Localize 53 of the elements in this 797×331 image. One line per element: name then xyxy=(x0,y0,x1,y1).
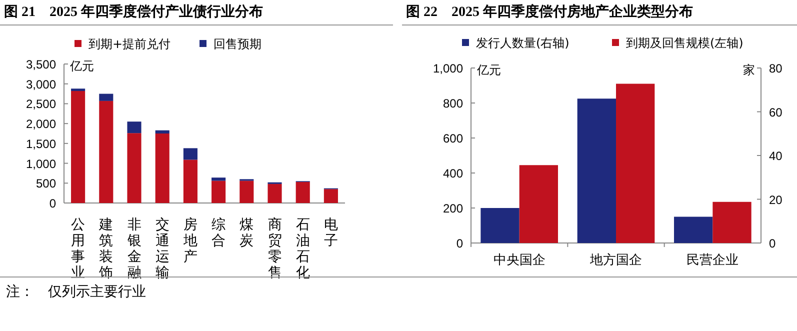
bar xyxy=(127,122,142,134)
y-tick-label: 2,000 xyxy=(26,117,56,132)
x-tick-label: 地方国企 xyxy=(589,252,642,268)
x-tick-label: 煤炭 xyxy=(240,217,254,249)
y-tick-label: 0 xyxy=(456,236,464,250)
legend-label: 到期+提前兑付 xyxy=(88,37,171,51)
y-tick-label: 400 xyxy=(442,166,464,180)
x-tick-label: 综合 xyxy=(212,217,226,249)
legend-label: 发行人数量(右轴) xyxy=(476,36,570,50)
text: 注： 仅列示主要行业 xyxy=(6,284,146,300)
y-tick-label: 200 xyxy=(442,202,464,216)
y2-tick-label: 20 xyxy=(769,192,783,207)
bar xyxy=(127,133,142,203)
bar xyxy=(183,160,198,203)
y-tick-label: 600 xyxy=(442,132,464,146)
chart-title: 图 22 2025 年四季度偿付房地产企业类型分布 xyxy=(406,3,693,20)
y2-tick-label: 0 xyxy=(769,236,776,250)
bar xyxy=(212,180,226,203)
legend-label: 到期及回售规模(左轴) xyxy=(626,36,744,50)
bar xyxy=(324,189,338,203)
bar xyxy=(296,182,310,203)
y2-tick-label: 60 xyxy=(769,105,783,120)
x-tick-label: 电子 xyxy=(324,217,338,249)
y-axis-title: 亿元 xyxy=(69,59,94,73)
bar xyxy=(519,165,558,243)
bar xyxy=(183,148,198,160)
bar xyxy=(99,94,114,101)
y-tick-label: 2,500 xyxy=(26,97,56,112)
y-tick-label: 1,000 xyxy=(26,156,56,171)
bar xyxy=(155,134,170,203)
chart-title: 图 21 2025 年四季度偿付产业债行业分布 xyxy=(4,3,263,20)
x-tick-label: 房地产 xyxy=(182,217,198,265)
y-tick-label: 3,500 xyxy=(26,58,56,72)
bar xyxy=(99,100,114,203)
bar xyxy=(155,130,170,134)
x-tick-label: 民营企业 xyxy=(686,253,739,268)
bar xyxy=(71,88,86,92)
x-tick-label: 中央国企 xyxy=(493,253,546,268)
y-tick-label: 0 xyxy=(49,196,56,210)
y-tick-label: 800 xyxy=(442,96,464,110)
legend-label: 回售预期 xyxy=(214,37,262,51)
bar xyxy=(240,180,254,203)
y-axis-title: 亿元 xyxy=(476,63,501,77)
bar xyxy=(268,184,282,203)
y2-axis-title: 家 xyxy=(743,63,755,77)
y-tick-label: 1,000 xyxy=(432,62,464,76)
y-tick-label: 500 xyxy=(36,176,56,191)
bar xyxy=(212,178,226,181)
y-tick-label: 3,000 xyxy=(26,77,56,92)
y2-tick-label: 80 xyxy=(769,62,783,76)
y2-tick-label: 40 xyxy=(769,149,783,163)
bar xyxy=(71,91,86,203)
y-tick-label: 1,500 xyxy=(26,136,56,151)
